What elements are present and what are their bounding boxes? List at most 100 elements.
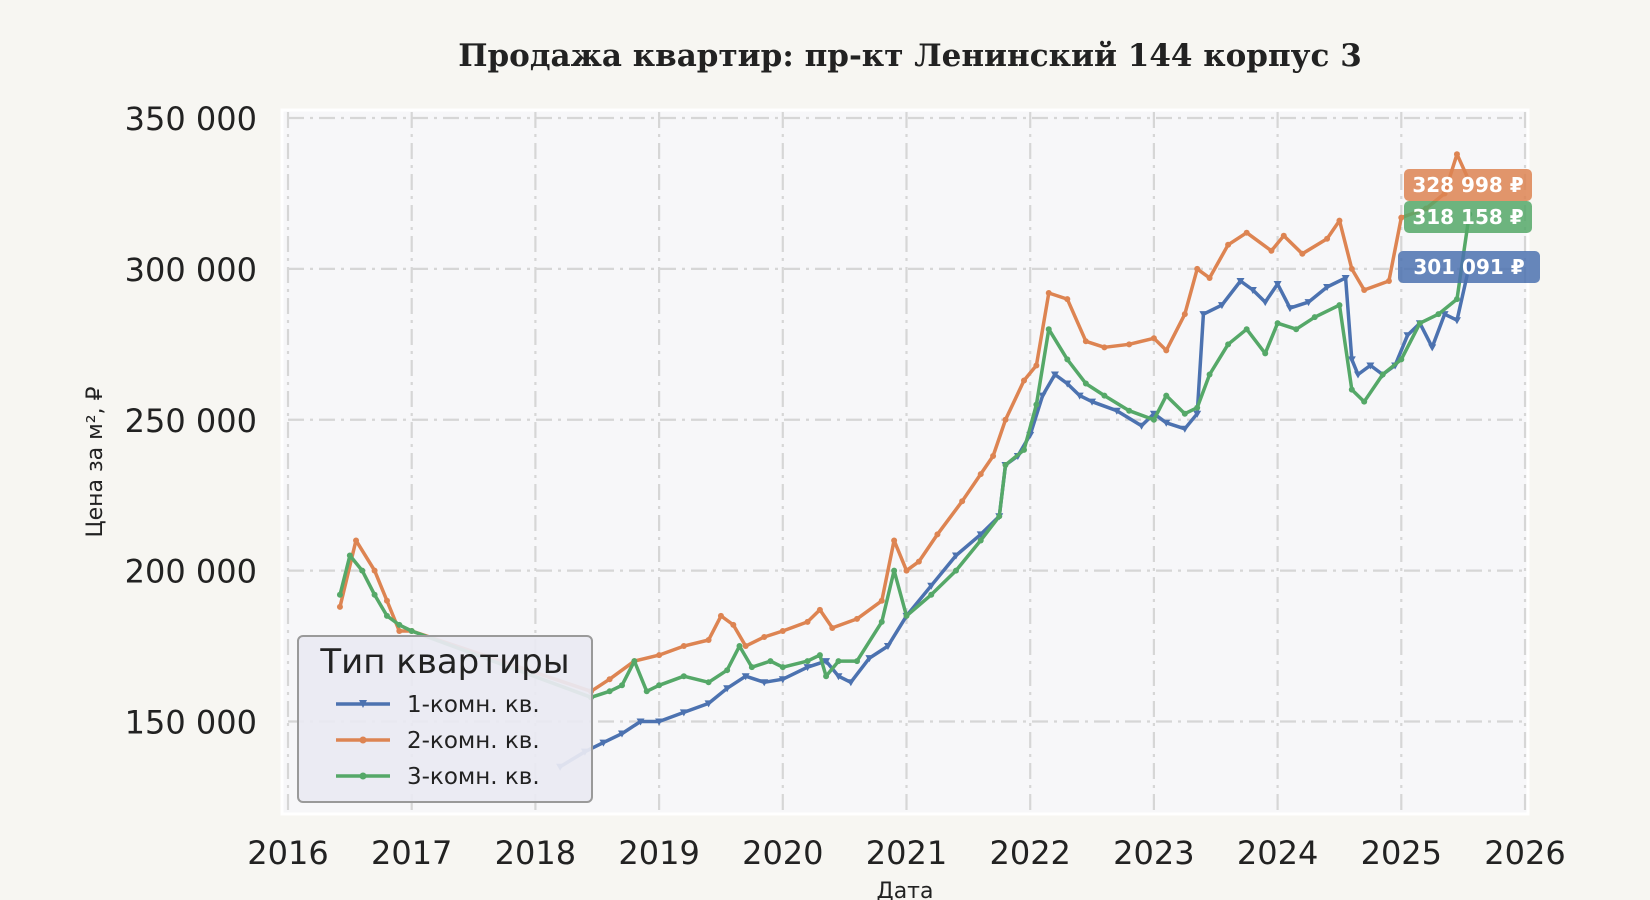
data-point (1193, 410, 1202, 418)
data-point (1063, 380, 1072, 388)
x-tick-label: 2025 (1361, 834, 1442, 872)
data-point (1262, 350, 1269, 357)
data-point (1323, 284, 1332, 291)
data-point (1194, 404, 1201, 411)
data-point (741, 673, 750, 681)
data-point (1206, 274, 1213, 281)
end-labels: 328 998 ₽ 318 158 ₽ 301 091 ₽ (1398, 169, 1540, 283)
data-point (1336, 302, 1343, 309)
data-point (990, 452, 997, 459)
x-tick-label: 2017 (371, 834, 452, 872)
data-point (705, 679, 712, 686)
data-point (1324, 235, 1331, 242)
data-point (803, 664, 812, 672)
end-label: 301 091 ₽ (1398, 251, 1540, 283)
data-point (915, 558, 922, 565)
end-label-value: 301 091 ₽ (1413, 255, 1524, 279)
data-point (717, 612, 724, 619)
data-point (891, 567, 898, 574)
data-point (1181, 311, 1188, 318)
x-axis-ticks: 2016 2017 2018 2019 2020 2021 2022 2023 2024 2025… (247, 834, 1565, 872)
series-3 (336, 211, 1473, 701)
data-point (977, 471, 984, 478)
legend-items: 1-комн. кв. 2-комн. кв. 3-комн. кв. (336, 692, 540, 790)
data-point (1194, 265, 1201, 272)
data-point (1082, 380, 1089, 387)
data-point (606, 688, 613, 695)
data-point (1217, 302, 1226, 310)
data-point (951, 552, 960, 560)
data-point (742, 643, 749, 650)
data-point (760, 679, 769, 687)
end-label-value: 318 158 ₽ (1412, 205, 1523, 229)
data-point (1398, 356, 1405, 363)
x-tick-label: 2023 (1113, 834, 1194, 872)
data-point (1038, 392, 1047, 400)
chart-title: Продажа квартир: пр-кт Ленинский 144 кор… (458, 38, 1362, 74)
data-point (336, 591, 343, 598)
data-point (1341, 274, 1350, 282)
data-point (1088, 398, 1097, 406)
data-point (1348, 386, 1355, 393)
data-point (396, 621, 403, 628)
x-tick-label: 2024 (1237, 834, 1318, 872)
data-point (599, 739, 608, 747)
data-point (636, 718, 645, 726)
series-line (338, 212, 1472, 700)
data-point (704, 700, 713, 708)
data-point (1361, 398, 1368, 405)
end-label: 328 998 ₽ (1404, 169, 1532, 201)
data-point (1428, 344, 1437, 352)
data-point (655, 718, 664, 726)
data-point (1416, 320, 1423, 327)
data-point (724, 667, 731, 674)
data-point (1112, 407, 1121, 415)
x-tick-label: 2022 (989, 834, 1070, 872)
legend-label: 2-комн. кв. (407, 728, 540, 754)
data-point (927, 582, 936, 590)
data-point (903, 567, 910, 574)
data-point (1274, 320, 1281, 327)
series-group (336, 151, 1474, 771)
legend-label: 3-комн. кв. (407, 764, 540, 790)
data-point (1075, 392, 1084, 400)
legend-item: 2-комн. кв. (336, 728, 540, 754)
data-point (1002, 462, 1009, 469)
data-point (1236, 277, 1245, 285)
y-tick-label: 200 000 (125, 553, 257, 591)
data-point (779, 664, 786, 671)
data-point (1403, 332, 1412, 340)
data-point (1453, 151, 1460, 158)
data-point (1021, 377, 1028, 384)
data-point (383, 612, 390, 619)
data-point (1045, 290, 1052, 297)
data-point (1348, 265, 1355, 272)
data-point (1180, 425, 1189, 433)
data-point (1280, 232, 1287, 239)
data-point (730, 621, 737, 628)
data-point (723, 685, 732, 693)
data-point (1398, 214, 1405, 221)
data-point (835, 658, 842, 665)
data-point (1033, 401, 1040, 408)
data-point (1243, 229, 1250, 236)
data-point (383, 597, 390, 604)
end-label-box (1404, 201, 1532, 233)
data-point (1045, 326, 1052, 333)
data-point (643, 688, 650, 695)
data-point (680, 673, 687, 680)
data-point (761, 634, 768, 640)
legend-marker (359, 736, 367, 744)
data-point (1225, 241, 1232, 248)
series-2 (336, 151, 1473, 695)
data-point (1101, 344, 1108, 351)
data-point (834, 673, 843, 681)
data-point (952, 567, 959, 574)
data-point (1137, 422, 1146, 430)
x-axis-label: Дата (877, 879, 934, 900)
data-point (1435, 311, 1442, 318)
data-point (1162, 419, 1171, 427)
data-point (748, 664, 755, 671)
